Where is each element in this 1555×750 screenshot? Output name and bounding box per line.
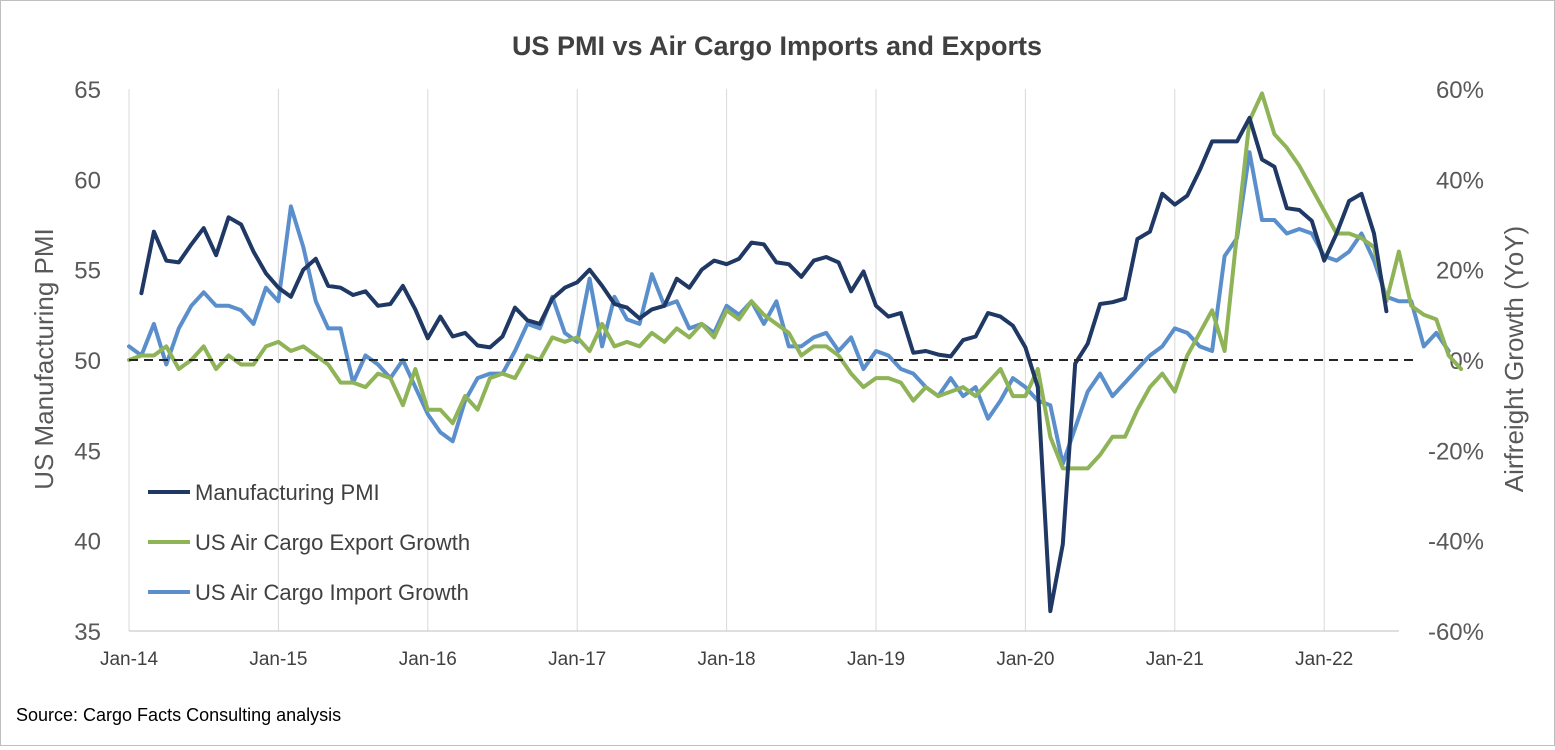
chart-title: US PMI vs Air Cargo Imports and Exports (512, 31, 1042, 61)
series-lines (127, 91, 1464, 614)
series-line-import (127, 150, 1451, 466)
legend: Manufacturing PMI US Air Cargo Export Gr… (148, 480, 470, 605)
y-right-tick-label: -40% (1428, 529, 1484, 556)
y-right-tick-label: -20% (1428, 438, 1484, 465)
legend-label-import: US Air Cargo Import Growth (195, 580, 469, 605)
y-left-tick-label: 40 (74, 529, 101, 556)
legend-label-pmi: Manufacturing PMI (195, 480, 380, 505)
x-tick-label: Jan-19 (847, 649, 905, 670)
y-axis-right-title: Airfreight Growth (YoY) (1499, 226, 1529, 492)
y-right-tick-label: 60% (1436, 77, 1484, 104)
x-tick-label: Jan-18 (698, 649, 756, 670)
y-left-tick-label: 65 (74, 77, 101, 104)
x-tick-label: Jan-14 (100, 649, 159, 670)
x-tick-label: Jan-15 (249, 649, 307, 670)
x-tick-label: Jan-17 (548, 649, 606, 670)
y-left-tick-label: 45 (74, 438, 101, 465)
y-left-tick-label: 55 (74, 258, 101, 285)
y-right-tick-label: 20% (1436, 258, 1484, 285)
gridlines (128, 89, 1325, 631)
y-right-tick-label: 40% (1436, 167, 1484, 194)
y-left-tick-label: 50 (74, 348, 101, 375)
y-left-tick-label: 35 (74, 619, 101, 646)
series-line-pmi (139, 115, 1389, 614)
x-tick-label: Jan-21 (1146, 649, 1204, 670)
series-line-export (127, 91, 1464, 471)
axes: Jan-14 Jan-15 Jan-16 Jan-17 Jan-18 Jan-19 Jan-… (74, 77, 1484, 670)
y-left-tick-label: 60 (74, 167, 101, 194)
x-tick-label: Jan-16 (399, 649, 457, 670)
source-note: Source: Cargo Facts Consulting analysis (16, 705, 341, 725)
y-right-tick-label: -60% (1428, 619, 1484, 646)
y-axis-left-title: US Manufacturing PMI (29, 228, 59, 490)
x-tick-label: Jan-22 (1295, 649, 1353, 670)
x-tick-label: Jan-20 (996, 649, 1054, 670)
legend-label-export: US Air Cargo Export Growth (195, 530, 470, 555)
